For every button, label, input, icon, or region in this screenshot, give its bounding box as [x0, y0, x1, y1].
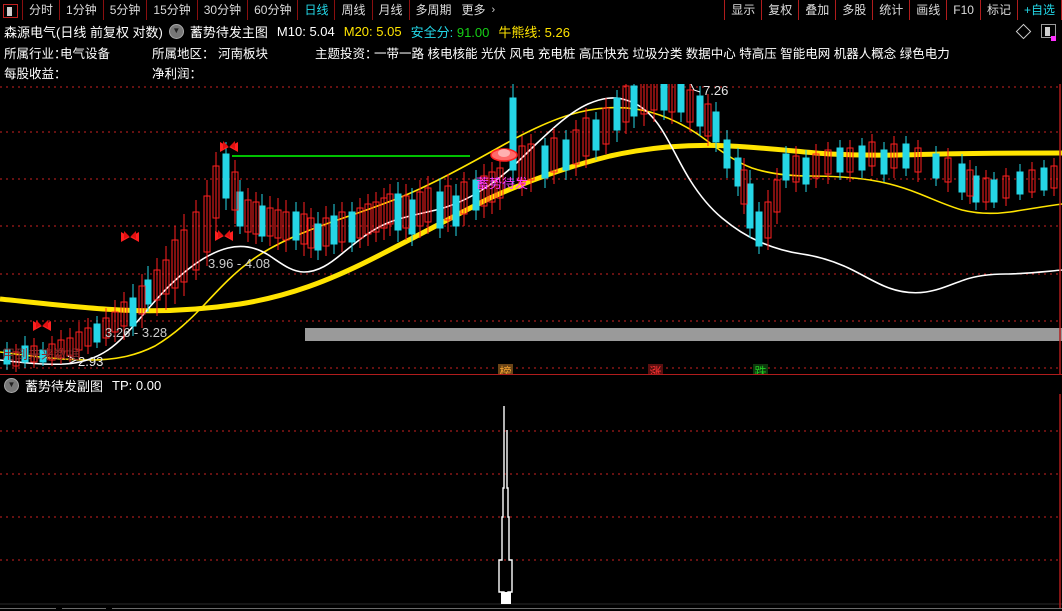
indicator-number-m20: 5.05: [376, 23, 402, 39]
period-tab-0[interactable]: 分时: [22, 0, 59, 20]
marker-label-up[interactable]: 涨: [649, 364, 661, 374]
sub-chart-svg: [0, 394, 1062, 608]
toolbar-button-overlay[interactable]: 叠加: [798, 0, 835, 20]
toolbar-button-stats[interactable]: 统计: [872, 0, 909, 20]
chevron-down-icon[interactable]: ▼: [4, 377, 19, 393]
indicator-value-m10: M10: 5.04: [277, 24, 335, 39]
bottom-tick-gap-2: [106, 608, 112, 609]
info-row-industry: 所属行业： 电气设备 所属地区： 河南板块 主题投资： 一带一路 核电核能 光伏…: [0, 44, 1062, 64]
main-chart-svg: 蓄势待发 7.26 3.96 - 4.08 3.26 - 3.28 2.93 用…: [0, 84, 1062, 374]
window-icon[interactable]: [1041, 24, 1056, 41]
title-right-icons: [1015, 20, 1060, 42]
toolbar-button-add-favorite[interactable]: +自选: [1016, 0, 1062, 20]
marker-bg-2: [753, 364, 768, 374]
indicator-label-bullbear: 牛熊线:: [498, 24, 542, 40]
toolbar-button-display[interactable]: 显示: [724, 0, 761, 20]
toolbar-button-f10[interactable]: F10: [946, 0, 980, 20]
chevron-right-icon[interactable]: ›: [491, 4, 496, 16]
sell-marker-group: [33, 141, 238, 331]
marker-bg-1: [648, 364, 663, 374]
indicator-number-bullbear: 5.26: [544, 24, 570, 40]
indicator-number-m10: 5.04: [309, 23, 335, 39]
candlestick-series: [3, 84, 1058, 372]
period-tab-6[interactable]: 日线: [297, 0, 334, 20]
eps-label: 每股收益：: [4, 67, 67, 81]
chart-title-bar: 森源电气(日线 前复权 对数) ▼ 蓄势待发主图 M10: 5.04 M20: …: [0, 20, 1062, 42]
period-tab-9[interactable]: 多周期: [408, 0, 458, 20]
tp-label: TP:: [112, 377, 133, 393]
theme-label: 主题投资：: [315, 47, 378, 61]
tp-value: 0.00: [135, 377, 162, 393]
main-price-chart[interactable]: 蓄势待发 7.26 3.96 - 4.08 3.26 - 3.28 2.93 用…: [0, 84, 1062, 374]
indicator-number-safety: 91.00: [456, 24, 490, 40]
sell-marker-3[interactable]: [220, 141, 238, 152]
theme-tags[interactable]: 一带一路 核电核能 光伏 风电 充电桩 高压快充 垃圾分类 数据中心 特高压 智…: [374, 47, 950, 61]
main-indicator-name[interactable]: 蓄势待发主图: [189, 24, 268, 40]
chevron-down-icon[interactable]: ▼: [168, 23, 184, 39]
period-tab-7[interactable]: 周线: [334, 0, 371, 20]
period-tab-5[interactable]: 60分钟: [247, 0, 297, 20]
ma20-line: [0, 106, 1062, 361]
watermark-label: 用到未来数据: [2, 347, 80, 362]
signal-label: 蓄势待发: [476, 176, 528, 191]
window-icon[interactable]: [3, 4, 18, 18]
period-toolbar: 分时 1分钟 5分钟 15分钟 30分钟 60分钟 日线 周线 月线 多周期 更…: [0, 0, 1062, 21]
sell-marker-4[interactable]: [33, 320, 51, 331]
price-label-top: 7.26: [703, 84, 728, 98]
sub-chart-spike-base: [501, 592, 511, 604]
region-label: 所属地区：: [152, 47, 215, 61]
sell-marker-2[interactable]: [215, 230, 233, 241]
sell-marker-1[interactable]: [121, 231, 139, 242]
toolbar-button-mark[interactable]: 标记: [979, 0, 1017, 20]
low-point-label: 2.93: [78, 354, 103, 369]
marker-label-rank[interactable]: 榜: [499, 364, 511, 374]
bottom-divider: [0, 608, 1062, 609]
toolbar-left-group: 分时 1分钟 5分钟 15分钟 30分钟 60分钟 日线 周线 月线 多周期 更…: [0, 0, 501, 20]
sub-chart-background: [0, 394, 1062, 608]
toolbar-button-drawline[interactable]: 画线: [909, 0, 946, 20]
sub-indicator-header: ▼ 蓄势待发副图 TP: 0.00: [0, 374, 1062, 395]
marker-bg-0: [498, 364, 513, 374]
indicator-label-m20: M20:: [343, 23, 373, 39]
period-tab-1[interactable]: 1分钟: [59, 0, 103, 20]
toolbar-spacer: [501, 0, 724, 20]
indicator-value-safety: 安全分: 91.00: [411, 22, 490, 41]
sub-indicator-tp: TP: 0.00: [112, 378, 161, 393]
industry-value[interactable]: 电气设备: [60, 47, 111, 61]
period-tab-2[interactable]: 5分钟: [102, 0, 147, 20]
resistance-band-high: [305, 328, 1062, 341]
indicator-label-safety: 安全分:: [410, 24, 454, 40]
industry-label: 所属行业：: [4, 47, 67, 61]
band-high-label: 3.96 - 4.08: [208, 256, 270, 271]
price-annotations: 7.26 3.96 - 4.08 3.26 - 3.28 2.93 用到未来数据: [2, 84, 728, 369]
band-low-label: 3.26 - 3.28: [105, 325, 167, 340]
indicator-value-m20: M20: 5.05: [344, 24, 402, 39]
signal-marker-icon[interactable]: [490, 148, 518, 162]
sub-indicator-chart[interactable]: [0, 394, 1062, 608]
period-tab-8[interactable]: 月线: [371, 0, 409, 20]
bottom-markers: 榜 涨 跌: [498, 364, 768, 374]
period-tab-more[interactable]: 更多: [461, 3, 486, 17]
stock-name-label[interactable]: 森源电气(日线 前复权 对数): [4, 24, 163, 40]
indicator-value-bullbear: 牛熊线: 5.26: [498, 22, 570, 41]
toolbar-button-adjust[interactable]: 复权: [761, 0, 798, 20]
diamond-icon[interactable]: [1015, 23, 1032, 39]
marker-label-down[interactable]: 跌: [754, 364, 766, 374]
netprofit-label: 净利润：: [152, 67, 203, 81]
period-tab-3[interactable]: 15分钟: [146, 0, 196, 20]
toolbar-right-group: 显示 复权 叠加 多股 统计 画线 F10 标记 +自选: [724, 0, 1062, 20]
toolbar-button-multistock[interactable]: 多股: [835, 0, 872, 20]
chart-background: [0, 84, 1062, 374]
indicator-label-m10: M10:: [276, 23, 306, 39]
bottom-tick-gap-1: [56, 608, 62, 609]
sub-indicator-name[interactable]: 蓄势待发副图: [25, 378, 104, 394]
period-tab-4[interactable]: 30分钟: [196, 0, 247, 20]
region-value[interactable]: 河南板块: [218, 47, 269, 61]
info-row-financials: 每股收益： 净利润：: [0, 64, 1062, 84]
